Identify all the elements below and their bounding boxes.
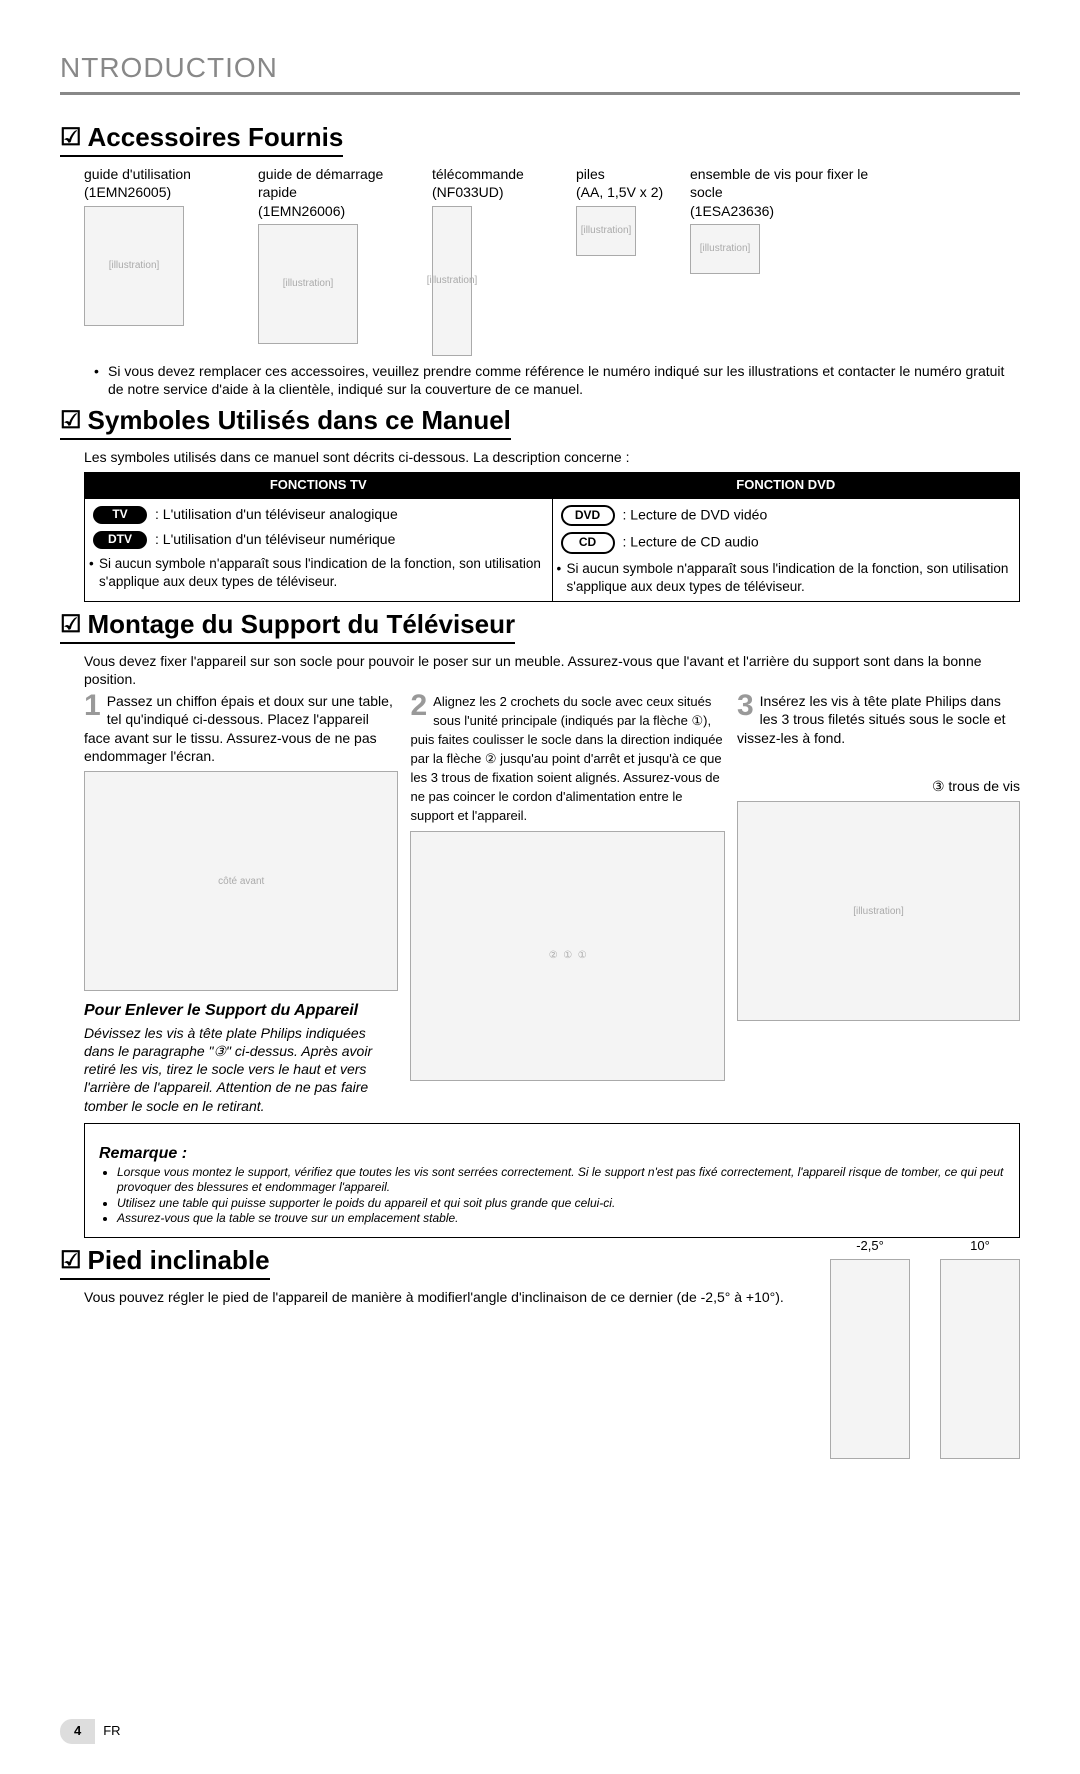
remove-heading: Pour Enlever le Support du Appareil: [84, 1001, 398, 1022]
check-icon: ☑: [60, 1247, 82, 1274]
pill-cd: CD: [561, 532, 615, 554]
section-symbols-title: ☑Symboles Utilisés dans ce Manuel: [60, 404, 511, 440]
acc-1-sub: (1EMN26006): [258, 202, 418, 220]
remove-text: Dévissez les vis à tête plate Philips in…: [84, 1024, 398, 1115]
step-3-number: 3: [737, 692, 754, 719]
circle-1a: ①: [563, 949, 572, 962]
acc-3-sub: (AA, 1,5V x 2): [576, 183, 676, 201]
tv-note: Si aucun symbole n'apparaît sous l'indic…: [93, 555, 544, 590]
step-3-callout: ③ trous de vis: [737, 777, 1020, 795]
step-1-text: Passez un chiffon épais et doux sur une …: [84, 693, 393, 764]
tilt-text: Vous pouvez régler le pied de l'appareil…: [60, 1288, 810, 1306]
remarque-label: Remarque :: [99, 1144, 1005, 1165]
acc-3-label: piles: [576, 165, 676, 183]
check-icon: ☑: [60, 124, 82, 151]
page-footer: 4 FR: [60, 1719, 1020, 1744]
remarque-0: Lorsque vous montez le support, vérifiez…: [117, 1165, 1005, 1196]
cote-avant-label: côté avant: [218, 875, 264, 888]
page-number: 4: [60, 1719, 95, 1744]
dvd1-text: : Lecture de DVD vidéo: [623, 506, 768, 522]
acc-4-label: ensemble de vis pour fixer le socle: [690, 165, 870, 201]
remarque-1: Utilisez une table qui puisse supporter …: [117, 1196, 1005, 1212]
remarque-box: Remarque : Lorsque vous montez le suppor…: [84, 1123, 1020, 1238]
acc-2-sub: (NF033UD): [432, 183, 562, 201]
accessories-row: guide d'utilisation (1EMN26005) [illustr…: [84, 165, 1020, 355]
circle-2: ②: [549, 949, 558, 962]
circle-1b: ①: [578, 949, 587, 962]
tilt-illus-1: [830, 1259, 910, 1459]
symbols-intro: Les symboles utilisés dans ce manuel son…: [84, 448, 1020, 466]
section-accessories-title: ☑Accessoires Fournis: [60, 121, 343, 157]
step-1-illustration: côté avant: [84, 771, 398, 991]
acc-1-label: guide de démarrage rapide: [258, 165, 418, 201]
mount-intro: Vous devez fixer l'appareil sur son socl…: [84, 652, 1020, 688]
remarque-2: Assurez-vous que la table se trouve sur …: [117, 1211, 1005, 1227]
tv2-text: : L'utilisation d'un téléviseur numériqu…: [155, 531, 395, 547]
tilt-title-text: Pied inclinable: [88, 1245, 270, 1275]
step-3-text: Insérez les vis à tête plate Philips dan…: [737, 693, 1006, 745]
symbols-title-text: Symboles Utilisés dans ce Manuel: [88, 405, 511, 435]
step-1-number: 1: [84, 692, 101, 719]
tilt-illus-2: [940, 1259, 1020, 1459]
dvd2-text: : Lecture de CD audio: [623, 534, 759, 550]
tilt-angle-2: 10°: [940, 1238, 1020, 1255]
acc-0-illustration: [illustration]: [84, 206, 184, 326]
symbols-table: FONCTIONS TV FONCTION DVD TV : L'utilisat…: [84, 472, 1020, 602]
page-lang: FR: [103, 1723, 120, 1740]
chapter-title: NTRODUCTION: [60, 50, 1020, 95]
acc-2-illustration: [illustration]: [432, 206, 472, 356]
symbols-header-dvd: FONCTION DVD: [552, 472, 1020, 498]
section-tilt-title: ☑Pied inclinable: [60, 1244, 270, 1280]
check-icon: ☑: [60, 407, 82, 434]
pill-dvd: DVD: [561, 505, 615, 527]
check-icon: ☑: [60, 611, 82, 638]
acc-1-illustration: [illustration]: [258, 224, 358, 344]
section-mount-title: ☑Montage du Support du Téléviseur: [60, 608, 515, 644]
pill-tv: TV: [93, 506, 147, 524]
acc-3-illustration: [illustration]: [576, 206, 636, 256]
accessories-title-text: Accessoires Fournis: [88, 122, 344, 152]
step-3-illustration: [illustration]: [737, 801, 1020, 1021]
step-2-illustration: ② ① ①: [410, 831, 724, 1081]
mount-title-text: Montage du Support du Téléviseur: [88, 609, 516, 639]
tilt-angle-1: -2,5°: [830, 1238, 910, 1255]
tv1-text: : L'utilisation d'un téléviseur analogiq…: [155, 506, 398, 522]
step-2-number: 2: [410, 692, 427, 719]
accessories-note: Si vous devez remplacer ces accessoires,…: [84, 362, 1020, 398]
acc-4-illustration: [illustration]: [690, 224, 760, 274]
symbols-header-tv: FONCTIONS TV: [85, 472, 553, 498]
acc-2-label: télécommande: [432, 165, 562, 183]
acc-4-sub: (1ESA23636): [690, 202, 870, 220]
acc-0-sub: (1EMN26005): [84, 183, 244, 201]
dvd-note: Si aucun symbole n'apparaît sous l'indic…: [561, 560, 1012, 595]
tilt-illustrations: -2,5° 10°: [830, 1238, 1020, 1459]
step-2-text: Alignez les 2 crochets du socle avec ceu…: [410, 694, 722, 822]
acc-0-label: guide d'utilisation: [84, 165, 244, 183]
pill-dtv: DTV: [93, 531, 147, 549]
